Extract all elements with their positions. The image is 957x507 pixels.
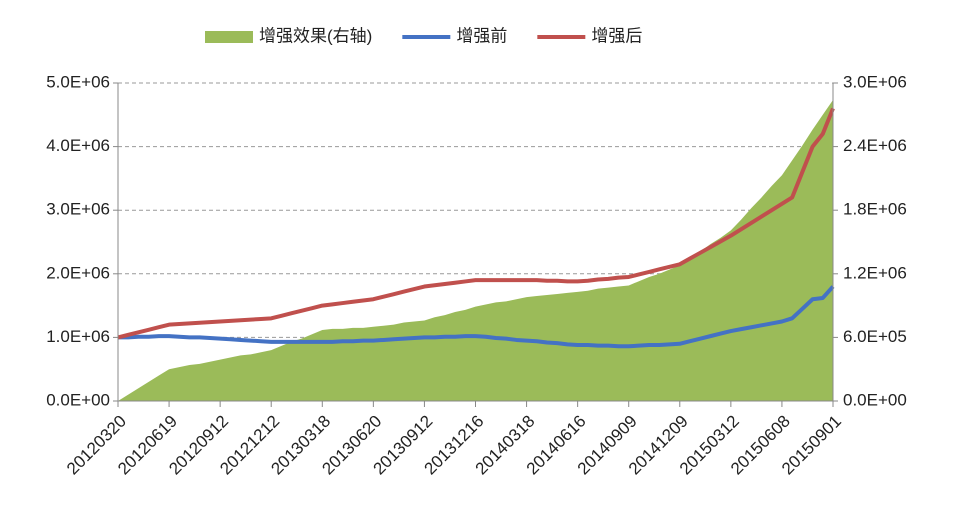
legend-label: 增强后 — [591, 26, 642, 45]
line — [118, 285, 835, 349]
y2-tick-label: 3.0E+06 — [843, 72, 907, 91]
y-tick-label: 0.0E+00 — [46, 390, 110, 409]
y-tick-label: 2.0E+06 — [46, 263, 110, 282]
y-tick-label: 5.0E+06 — [46, 72, 110, 91]
y2-tick-label: 1.8E+06 — [843, 200, 907, 219]
y2-tick-label: 1.2E+06 — [843, 263, 907, 282]
line — [117, 107, 835, 340]
y2-tick-label: 0.0E+00 — [843, 390, 907, 409]
legend-label: 增强前 — [456, 26, 507, 45]
y-tick-label: 4.0E+06 — [46, 136, 110, 155]
legend-label: 增强效果(右轴) — [259, 26, 372, 45]
y2-tick-label: 2.4E+06 — [843, 136, 907, 155]
y-tick-label: 1.0E+06 — [46, 327, 110, 346]
legend-swatch — [205, 31, 253, 43]
y-tick-label: 3.0E+06 — [46, 200, 110, 219]
area — [118, 99, 833, 402]
y2-tick-label: 6.0E+05 — [843, 327, 907, 346]
